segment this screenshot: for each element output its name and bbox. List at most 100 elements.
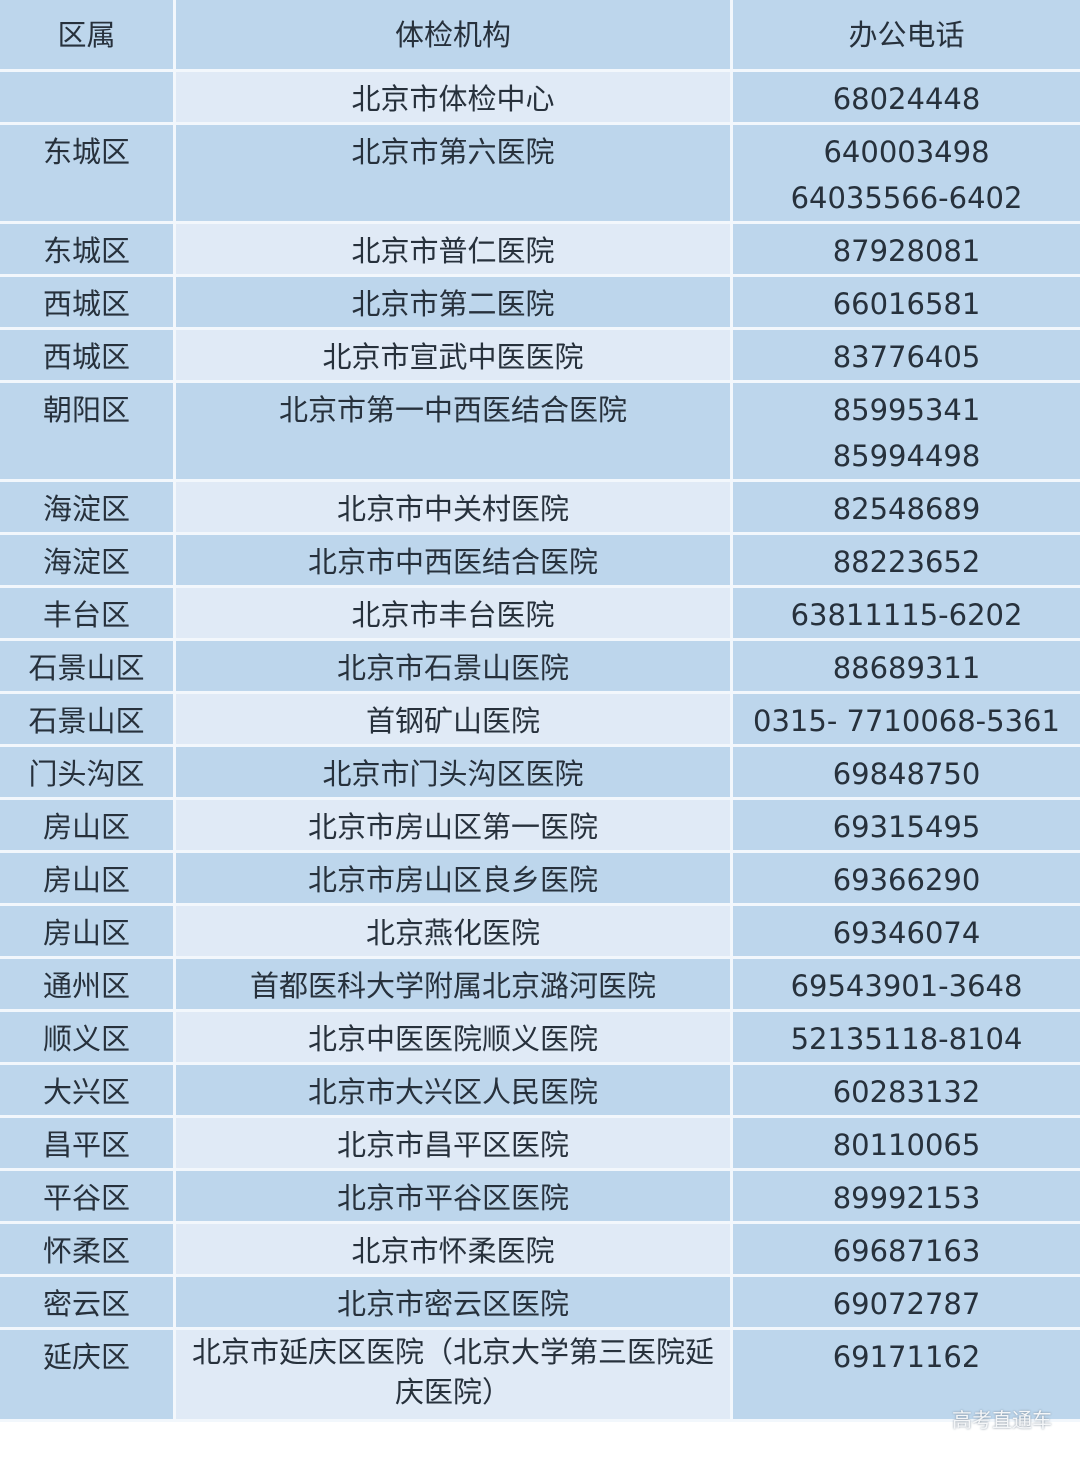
org-cell: 北京燕化医院 (176, 906, 733, 959)
district-cell: 昌平区 (0, 1118, 176, 1171)
district-cell: 房山区 (0, 853, 176, 906)
org-cell: 北京市密云区医院 (176, 1277, 733, 1330)
phone-number: 82548689 (832, 492, 981, 526)
org-cell: 北京市房山区良乡医院 (176, 853, 733, 906)
table-row: 房山区 北京市房山区良乡医院 69366290 (0, 853, 1080, 906)
header-phone: 办公电话 (733, 0, 1080, 72)
table-header: 区属 体检机构 办公电话 (0, 0, 1080, 72)
district-cell: 大兴区 (0, 1065, 176, 1118)
table-row: 密云区 北京市密云区医院 69072787 (0, 1277, 1080, 1330)
header-org: 体检机构 (176, 0, 733, 72)
table-row: 丰台区 北京市丰台医院 63811115-6202 (0, 588, 1080, 641)
table-row: 石景山区 首钢矿山医院 0315- 7710068-5361 (0, 694, 1080, 747)
phone-cell: 82548689 (733, 482, 1080, 535)
phone-number: 88689311 (832, 651, 981, 685)
phone-number: 0315- 7710068-5361 (753, 704, 1060, 738)
phone-cell: 80110065 (733, 1118, 1080, 1171)
phone-cell: 60283132 (733, 1065, 1080, 1118)
org-cell: 北京市石景山医院 (176, 641, 733, 694)
org-cell: 北京市第六医院 (176, 125, 733, 224)
org-cell: 北京中医医院顺义医院 (176, 1012, 733, 1065)
table-row: 大兴区 北京市大兴区人民医院 60283132 (0, 1065, 1080, 1118)
phone-number: 69315495 (832, 810, 981, 844)
district-cell: 丰台区 (0, 588, 176, 641)
district-cell: 石景山区 (0, 641, 176, 694)
phone-cell: 89992153 (733, 1171, 1080, 1224)
phone-number: 68024448 (832, 82, 981, 116)
district-cell: 西城区 (0, 277, 176, 330)
phone-number: 69687163 (832, 1234, 981, 1268)
table-row: 西城区 北京市宣武中医医院 83776405 (0, 330, 1080, 383)
phone-cell: 69687163 (733, 1224, 1080, 1277)
table-row: 东城区 北京市普仁医院 87928081 (0, 224, 1080, 277)
phone-number: 69072787 (832, 1287, 981, 1321)
district-cell: 平谷区 (0, 1171, 176, 1224)
phone-number: 60283132 (832, 1075, 981, 1109)
phone-cell: 52135118-8104 (733, 1012, 1080, 1065)
district-cell: 通州区 (0, 959, 176, 1012)
table-row: 石景山区 北京市石景山医院 88689311 (0, 641, 1080, 694)
phone-cell: 69346074 (733, 906, 1080, 959)
phone-cell: 68024448 (733, 72, 1080, 125)
district-cell: 房山区 (0, 800, 176, 853)
watermark: 高考直通车 (952, 1408, 1052, 1432)
phone-number: 80110065 (832, 1128, 981, 1162)
district-cell: 西城区 (0, 330, 176, 383)
district-cell: 石景山区 (0, 694, 176, 747)
phone-number: 69366290 (832, 863, 981, 897)
phone-cell: 69366290 (733, 853, 1080, 906)
org-cell: 北京市体检中心 (176, 72, 733, 125)
table-row: 海淀区 北京市中西医结合医院 88223652 (0, 535, 1080, 588)
org-cell: 北京市怀柔医院 (176, 1224, 733, 1277)
phone-number: 69848750 (832, 757, 981, 791)
phone-cell: 63811115-6202 (733, 588, 1080, 641)
phone-cell: 87928081 (733, 224, 1080, 277)
district-cell: 朝阳区 (0, 383, 176, 482)
phone-cell: 88689311 (733, 641, 1080, 694)
org-cell: 北京市延庆区医院（北京大学第三医院延庆医院） (176, 1330, 733, 1422)
phone-number: 85995341 (832, 393, 981, 427)
table-row: 昌平区 北京市昌平区医院 80110065 (0, 1118, 1080, 1171)
org-cell: 首都医科大学附属北京潞河医院 (176, 959, 733, 1012)
phone-number: 88223652 (832, 545, 981, 579)
table-row: 东城区 北京市第六医院 640003498 64035566-6402 (0, 125, 1080, 224)
org-cell: 北京市第一中西医结合医院 (176, 383, 733, 482)
org-cell: 北京市门头沟区医院 (176, 747, 733, 800)
hospital-table: 区属 体检机构 办公电话 北京市体检中心 68024448 东城区 北京市第六医院 64… (0, 0, 1080, 1422)
district-cell: 密云区 (0, 1277, 176, 1330)
phone-cell: 85995341 85994498 (733, 383, 1080, 482)
table-row: 西城区 北京市第二医院 66016581 (0, 277, 1080, 330)
table-row: 顺义区 北京中医医院顺义医院 52135118-8104 (0, 1012, 1080, 1065)
header-district: 区属 (0, 0, 176, 72)
table-row: 房山区 北京市房山区第一医院 69315495 (0, 800, 1080, 853)
phone-number: 83776405 (832, 340, 981, 374)
table-row: 朝阳区 北京市第一中西医结合医院 85995341 85994498 (0, 383, 1080, 482)
phone-cell: 88223652 (733, 535, 1080, 588)
org-cell: 首钢矿山医院 (176, 694, 733, 747)
district-cell: 怀柔区 (0, 1224, 176, 1277)
phone-number: 640003498 (823, 135, 990, 169)
org-cell: 北京市房山区第一医院 (176, 800, 733, 853)
table-row: 平谷区 北京市平谷区医院 89992153 (0, 1171, 1080, 1224)
phone-cell: 66016581 (733, 277, 1080, 330)
phone-cell: 69072787 (733, 1277, 1080, 1330)
phone-cell: 69171162 (733, 1330, 1080, 1422)
org-cell: 北京市宣武中医医院 (176, 330, 733, 383)
phone-number: 69171162 (832, 1340, 981, 1374)
table-row: 通州区 首都医科大学附属北京潞河医院 69543901-3648 (0, 959, 1080, 1012)
phone-number: 85994498 (832, 439, 981, 473)
phone-number: 64035566-6402 (790, 181, 1023, 215)
table-row: 怀柔区 北京市怀柔医院 69687163 (0, 1224, 1080, 1277)
phone-cell: 69315495 (733, 800, 1080, 853)
org-cell: 北京市丰台医院 (176, 588, 733, 641)
org-cell: 北京市大兴区人民医院 (176, 1065, 733, 1118)
phone-number: 87928081 (832, 234, 981, 268)
org-cell: 北京市昌平区医院 (176, 1118, 733, 1171)
org-cell: 北京市普仁医院 (176, 224, 733, 277)
phone-number: 69543901-3648 (790, 969, 1023, 1003)
district-cell: 东城区 (0, 125, 176, 224)
phone-number: 52135118-8104 (790, 1022, 1023, 1056)
district-cell: 延庆区 (0, 1330, 176, 1422)
phone-cell: 83776405 (733, 330, 1080, 383)
phone-cell: 69848750 (733, 747, 1080, 800)
